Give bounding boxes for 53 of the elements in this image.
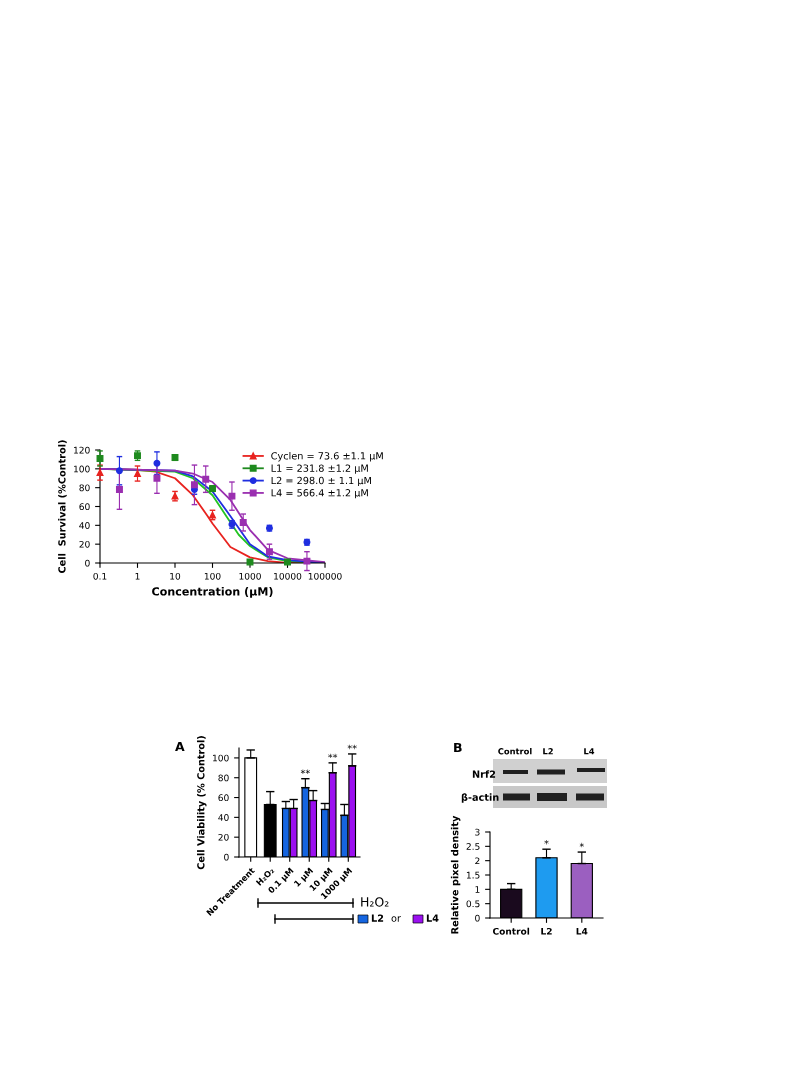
text: H₂O₂ — [361, 897, 389, 907]
y-tick-label: 0 — [475, 914, 480, 922]
y-tick-label: 60 — [218, 794, 229, 802]
y-tick-label: 20 — [218, 833, 229, 841]
y-tick-label: 80 — [218, 774, 229, 782]
y-tick-label: 100 — [213, 754, 229, 762]
x-tick-label: L2 — [541, 927, 552, 935]
text: Control — [498, 747, 532, 755]
data-label: * — [544, 839, 549, 845]
legend-label: L4 — [426, 914, 439, 922]
y-axis-title: Cell Viability (% Control) — [197, 736, 207, 870]
data-label: * — [579, 842, 584, 848]
x-tick-label: L4 — [576, 928, 588, 935]
text: L2 — [543, 748, 553, 755]
y-tick-label: 0.5 — [466, 900, 480, 908]
x-axis-title: Concentration (µM) — [152, 587, 273, 598]
y-tick-label: 2.5 — [466, 843, 480, 850]
legend-label: L4 = 566.4 ±1.2 µM — [271, 489, 368, 499]
y-tick-label: 1.5 — [466, 871, 480, 879]
x-tick-label: 1 — [135, 573, 140, 580]
text: L4 — [584, 748, 595, 755]
x-tick-label: 100000 — [308, 572, 342, 580]
data-label: ** — [300, 769, 310, 774]
y-tick-label: 80 — [79, 484, 90, 492]
x-tick-label: 0.1 — [93, 572, 107, 580]
y-tick-label: 20 — [79, 540, 90, 548]
y-tick-label: 100 — [74, 465, 90, 473]
text: Nrf2 — [472, 770, 496, 778]
x-tick-label: 100 — [204, 572, 221, 580]
x-tick-label: 10 — [170, 572, 181, 580]
y-tick-label: 40 — [79, 522, 90, 529]
y-axis-title: Cell Survival (%Control) — [58, 440, 67, 574]
text: β-actin — [461, 793, 499, 803]
y-tick-label: 3 — [475, 828, 480, 836]
y-tick-label: 60 — [79, 503, 90, 511]
text: A — [175, 741, 185, 751]
legend-label: L2 = 298.0 ± 1.1 µM — [271, 476, 371, 487]
legend-label: L2 — [371, 914, 384, 922]
data-label: ** — [347, 744, 357, 750]
y-tick-label: 0 — [224, 853, 229, 861]
x-tick-label: 10000 — [274, 572, 302, 580]
legend-label: Cyclen = 73.6 ±1.1 µM — [271, 451, 383, 462]
y-tick-label: 2 — [475, 857, 480, 865]
text: B — [454, 742, 462, 752]
text: or — [391, 916, 401, 922]
y-axis-title: Relative pixel density — [450, 815, 461, 934]
x-tick-label: Control — [492, 927, 530, 935]
x-tick-label: 1000 — [239, 572, 261, 580]
legend-label: L1 = 231.8 ±1.2 µM — [271, 464, 368, 474]
data-label: ** — [328, 753, 338, 759]
y-tick-label: 120 — [74, 446, 90, 454]
y-tick-label: 40 — [218, 814, 229, 821]
y-tick-label: 0 — [85, 559, 90, 567]
